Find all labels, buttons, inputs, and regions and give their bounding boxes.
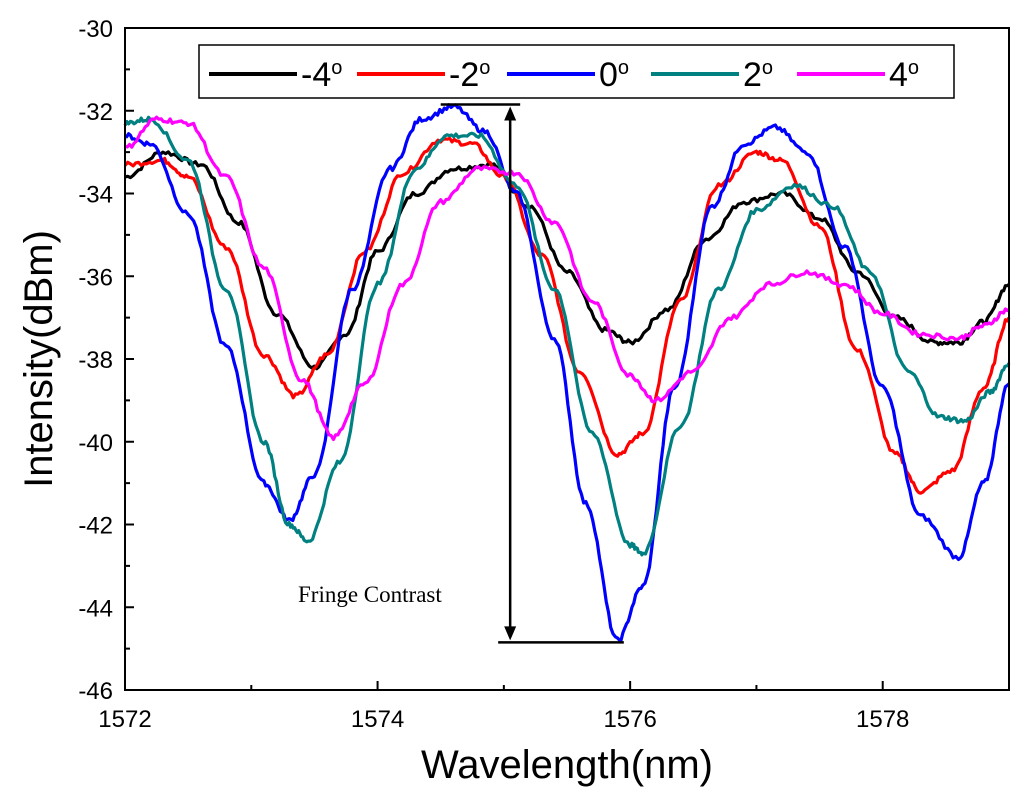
y-tick-label-7: -44 (78, 595, 113, 622)
series-curves (123, 103, 1011, 642)
series-line-1 (123, 136, 1011, 495)
fringe-contrast-annotation (440, 103, 624, 644)
y-tick-label-2: -34 (78, 182, 113, 209)
series-line-4 (124, 115, 1010, 442)
y-tick-label-4: -38 (78, 347, 113, 374)
legend: -4o -2o 0o 2o 4o (198, 44, 955, 99)
legend-degree-2: o (618, 57, 629, 79)
legend-degree-4: o (908, 57, 919, 79)
axis-ticks: 1572 1574 1576 1578 -30 -32 -34 -36 -38 -40 -42 -44… (78, 16, 909, 733)
contrast-arrow-head-up (504, 106, 517, 121)
x-tick-label-3: 1578 (856, 706, 909, 733)
legend-degree-1: o (479, 57, 490, 79)
x-axis-title: Wavelength(nm) (421, 743, 713, 787)
y-axis-title: Intensity(dBm) (17, 230, 61, 488)
y-tick-label-0: -30 (78, 16, 113, 43)
legend-degree-0: o (331, 57, 342, 79)
series-line-3 (123, 115, 1011, 557)
x-tick-label-0: 1572 (98, 706, 151, 733)
legend-label-0: -4o (301, 56, 342, 94)
annotation-label: Fringe Contrast (298, 582, 442, 607)
y-tick-label-6: -42 (78, 513, 113, 540)
y-tick-label-1: -32 (78, 99, 113, 126)
legend-box (198, 44, 955, 99)
series-line-2 (124, 103, 1011, 642)
plot-frame (124, 27, 1010, 691)
contrast-arrow-head-down (504, 626, 517, 641)
y-tick-label-8: -46 (78, 678, 113, 705)
x-tick-label-1: 1574 (351, 706, 404, 733)
y-tick-label-5: -40 (78, 430, 113, 457)
legend-degree-3: o (762, 57, 773, 79)
y-tick-label-3: -36 (78, 264, 113, 291)
x-tick-label-2: 1576 (603, 706, 656, 733)
